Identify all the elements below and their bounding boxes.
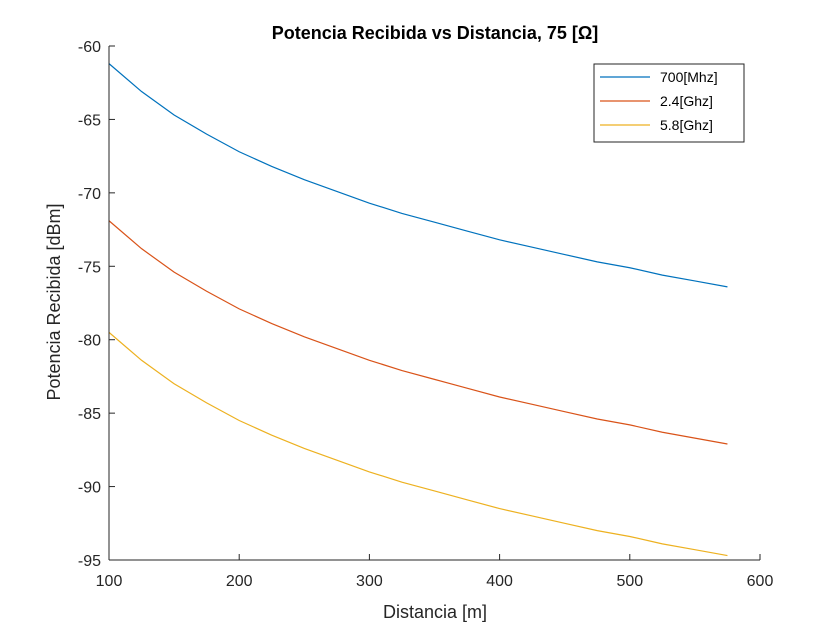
y-tick-label: -95 (78, 553, 101, 570)
y-tick-label: -90 (78, 480, 101, 497)
x-tick-label: 400 (486, 573, 513, 590)
series-line-3 (108, 331, 728, 557)
x-tick-label: 500 (616, 573, 643, 590)
y-tick-label: -70 (78, 186, 101, 203)
legend-label-2: 2.4[Ghz] (660, 93, 713, 109)
legend-label-3: 5.8[Ghz] (660, 117, 713, 133)
x-axis-label: Distancia [m] (383, 602, 487, 622)
series-line-1 (108, 63, 728, 288)
x-tick-label: 300 (356, 573, 383, 590)
series-line-2 (108, 220, 728, 445)
y-tick-label: -85 (78, 406, 101, 423)
x-tick-label: 100 (96, 573, 123, 590)
y-tick-label: -60 (78, 39, 101, 56)
legend-label-1: 700[Mhz] (660, 69, 718, 85)
x-tick-label: 600 (747, 573, 774, 590)
y-tick-label: -75 (78, 259, 101, 276)
chart-title: Potencia Recibida vs Distancia, 75 [Ω] (272, 23, 599, 43)
legend: 700[Mhz] 2.4[Ghz] 5.8[Ghz] (593, 63, 745, 143)
x-tick-label: 200 (226, 573, 253, 590)
y-tick-label: -65 (78, 112, 101, 129)
y-tick-label: -80 (78, 333, 101, 350)
y-axis-label: Potencia Recibida [dBm] (44, 203, 64, 400)
